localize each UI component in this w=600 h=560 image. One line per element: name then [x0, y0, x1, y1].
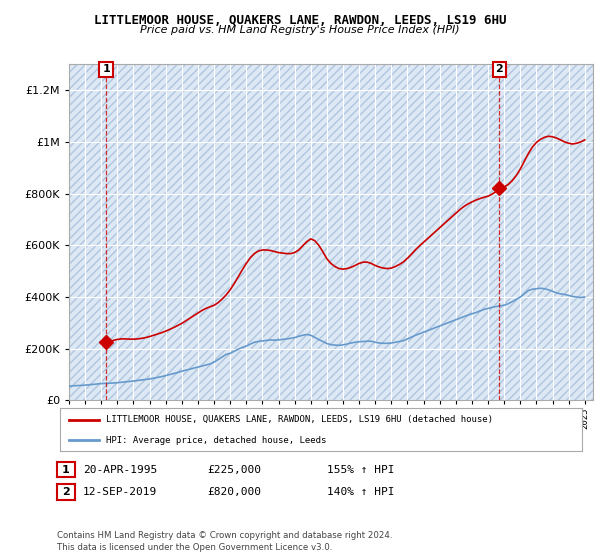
Text: Price paid vs. HM Land Registry's House Price Index (HPI): Price paid vs. HM Land Registry's House …: [140, 25, 460, 35]
Text: 12-SEP-2019: 12-SEP-2019: [83, 487, 157, 497]
Text: LITTLEMOOR HOUSE, QUAKERS LANE, RAWDON, LEEDS, LS19 6HU: LITTLEMOOR HOUSE, QUAKERS LANE, RAWDON, …: [94, 14, 506, 27]
Text: This data is licensed under the Open Government Licence v3.0.: This data is licensed under the Open Gov…: [57, 543, 332, 552]
Text: 140% ↑ HPI: 140% ↑ HPI: [327, 487, 395, 497]
Text: HPI: Average price, detached house, Leeds: HPI: Average price, detached house, Leed…: [106, 436, 326, 445]
Text: £820,000: £820,000: [207, 487, 261, 497]
Text: £225,000: £225,000: [207, 465, 261, 474]
Text: 155% ↑ HPI: 155% ↑ HPI: [327, 465, 395, 474]
Text: 20-APR-1995: 20-APR-1995: [83, 465, 157, 474]
Text: 1: 1: [62, 465, 70, 474]
Text: 2: 2: [62, 487, 70, 497]
Text: 2: 2: [496, 64, 503, 74]
Text: 1: 1: [102, 64, 110, 74]
Text: Contains HM Land Registry data © Crown copyright and database right 2024.: Contains HM Land Registry data © Crown c…: [57, 531, 392, 540]
Text: LITTLEMOOR HOUSE, QUAKERS LANE, RAWDON, LEEDS, LS19 6HU (detached house): LITTLEMOOR HOUSE, QUAKERS LANE, RAWDON, …: [106, 415, 493, 424]
